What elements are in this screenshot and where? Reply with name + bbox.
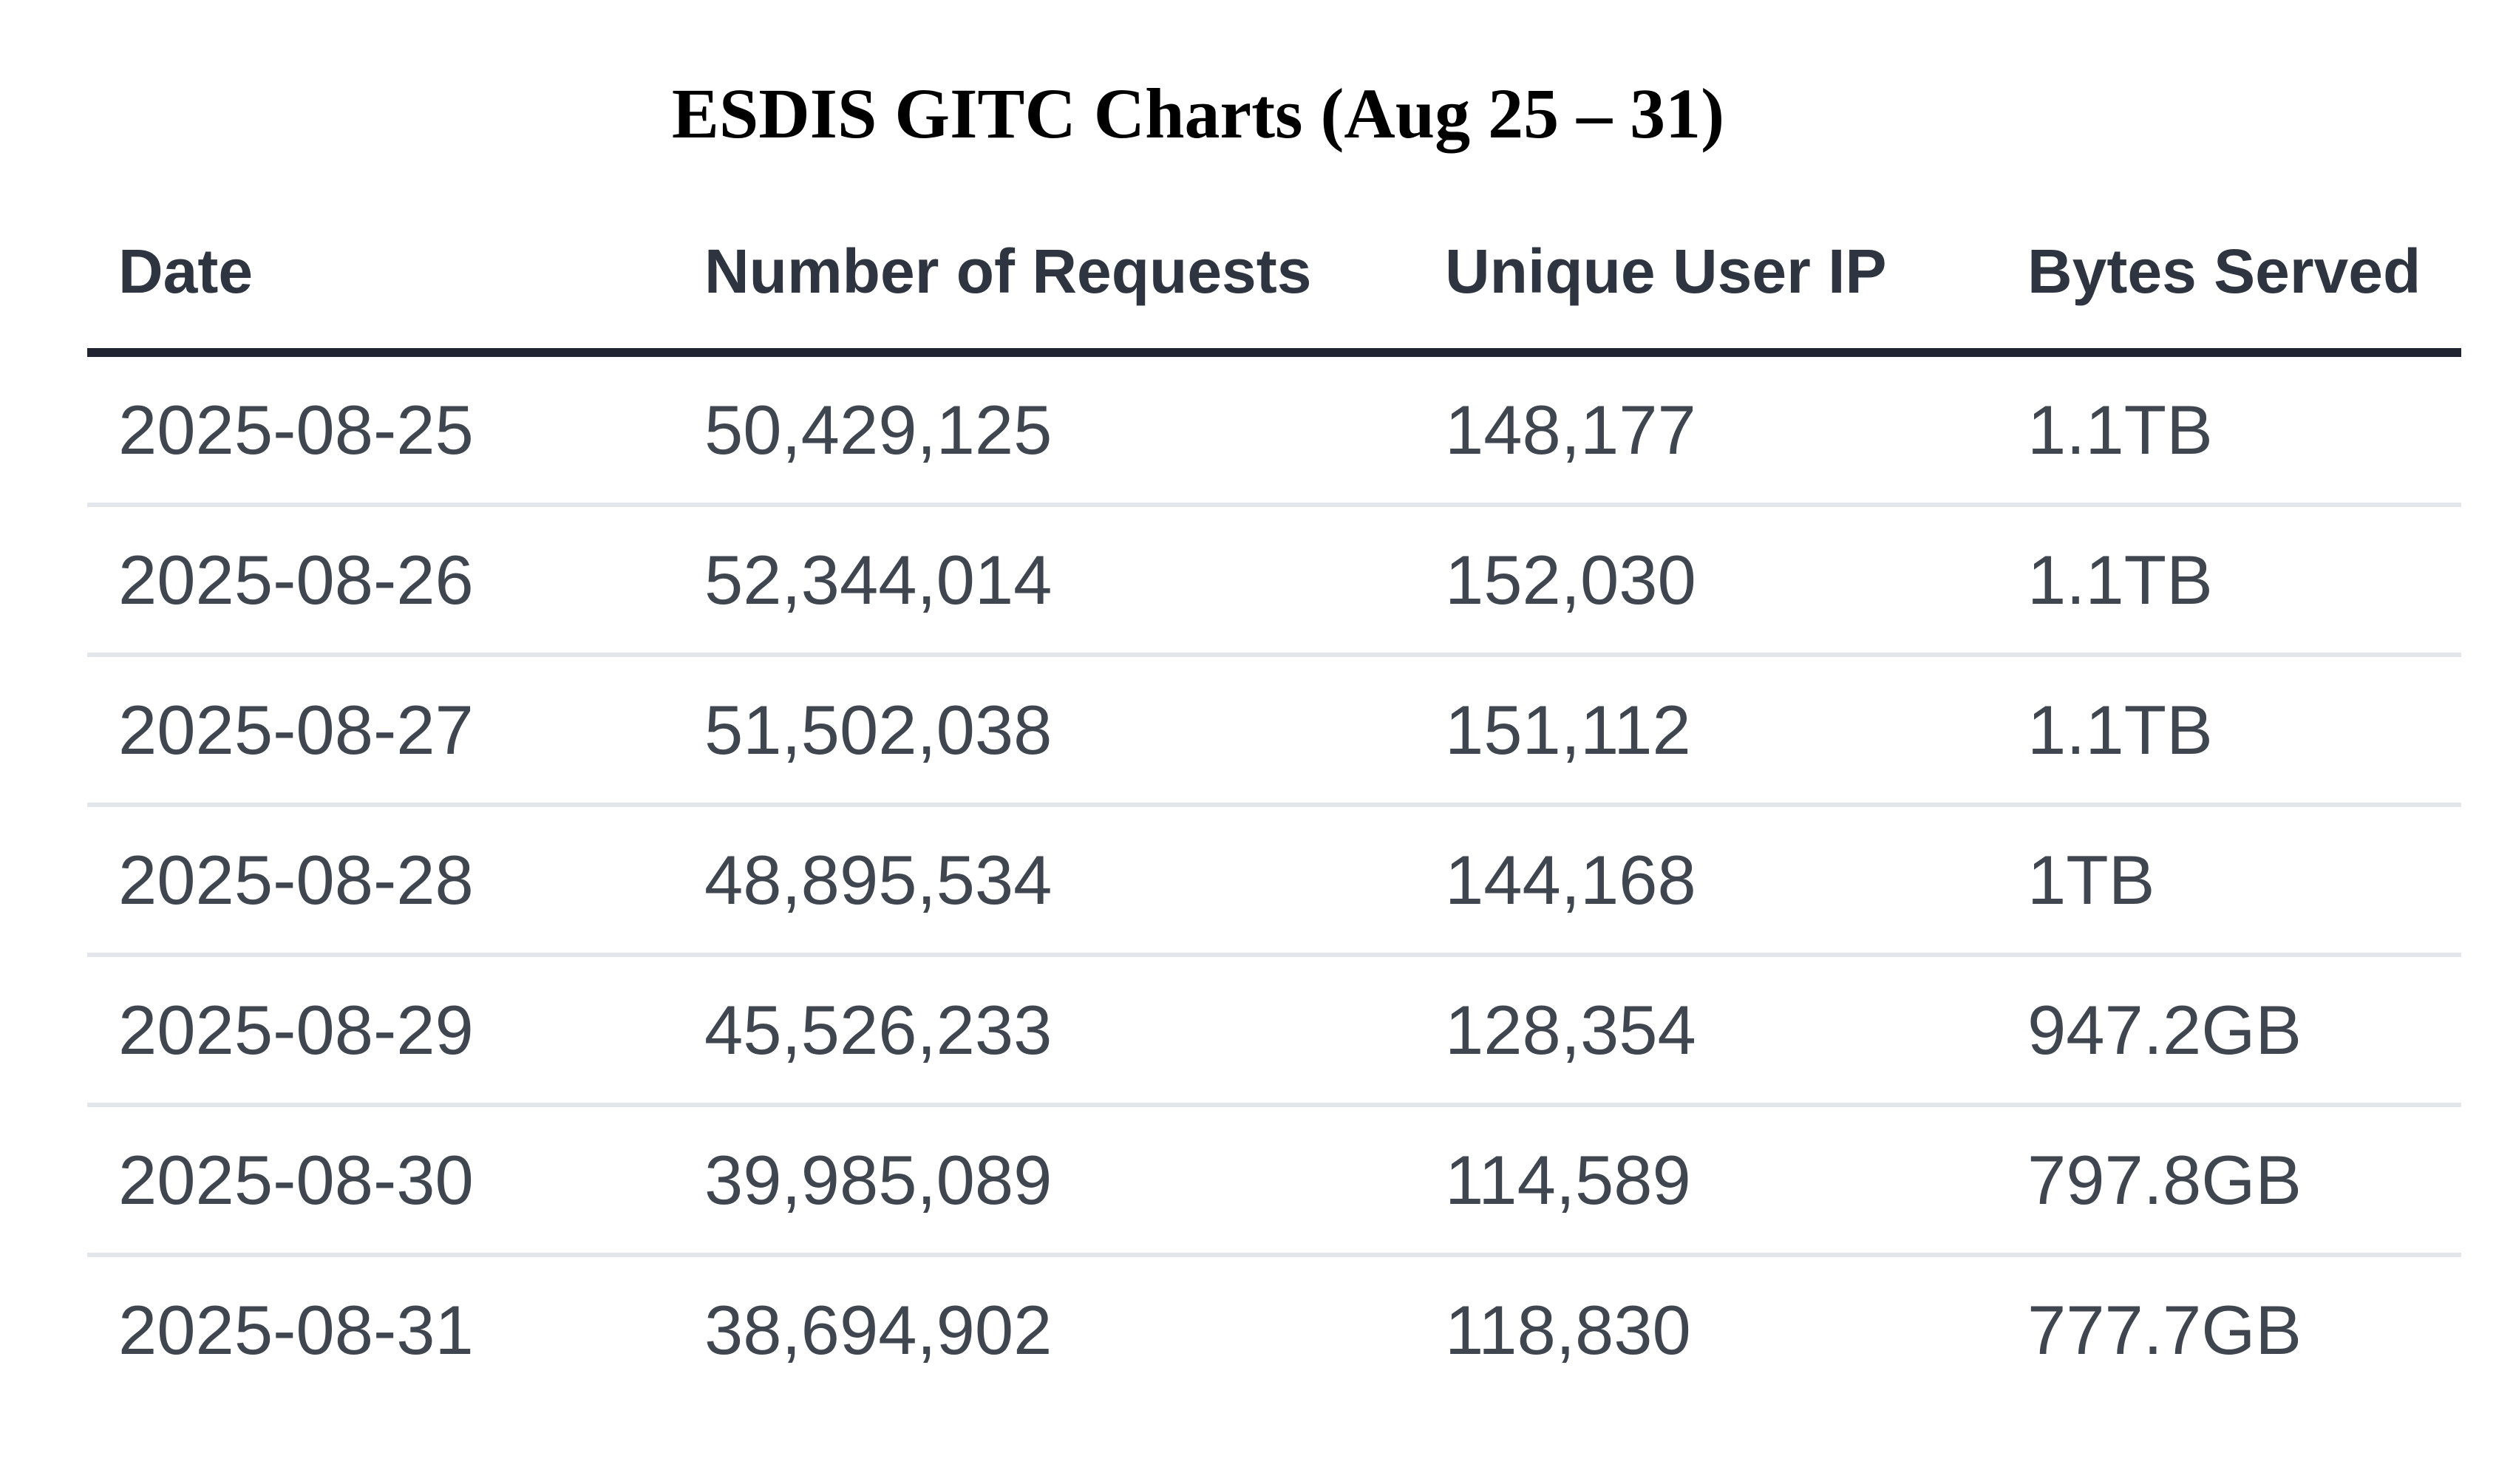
table-body: 2025-08-25 50,429,125 148,177 1.1TB 2025… [87, 353, 2461, 1403]
cell-unique-user-ip: 128,354 [1414, 955, 1996, 1108]
table-row: 2025-08-28 48,895,534 144,168 1TB [87, 805, 2461, 958]
cell-requests: 38,694,902 [704, 1290, 1053, 1369]
cell-date: 2025-08-30 [87, 1105, 673, 1258]
cell-bytes-served: 797.8GB [1996, 1105, 2461, 1258]
cell-bytes-served: 1TB [1996, 805, 2461, 958]
table-row: 2025-08-25 50,429,125 148,177 1.1TB [87, 353, 2461, 508]
header-row: Date Number of Requests Unique User IP B… [87, 177, 2461, 358]
table-row: 2025-08-26 52,344,014 152,030 1.1TB [87, 505, 2461, 658]
table-header: Date Number of Requests Unique User IP B… [87, 177, 2461, 358]
cell-requests: 52,344,014 [673, 505, 1414, 658]
cell-date: 2025-08-31 [118, 1290, 474, 1369]
cell-requests: 50,429,125 [673, 353, 1414, 508]
cell-unique-user-ip: 148,177 [1414, 353, 1996, 508]
cell-unique-user-ip: 151,112 [1414, 655, 1996, 808]
column-header-unique-user-ip: Unique User IP [1414, 177, 1996, 358]
column-header-requests: Number of Requests [673, 177, 1414, 358]
cell-date: 2025-08-29 [87, 955, 673, 1108]
cell-date: 2025-08-25 [87, 353, 673, 508]
cell-bytes-served: 1.1TB [1996, 353, 2461, 508]
column-header-date: Date [87, 177, 673, 358]
cell-requests: 45,526,233 [673, 955, 1414, 1108]
cell-requests: 51,502,038 [673, 655, 1414, 808]
cell-date: 2025-08-26 [87, 505, 673, 658]
cell-unique-user-ip: 144,168 [1414, 805, 1996, 958]
cell-date: 2025-08-28 [87, 805, 673, 958]
stats-table: Date Number of Requests Unique User IP B… [87, 177, 2461, 1403]
cell-bytes-served: 1.1TB [1996, 505, 2461, 658]
cell-bytes-served: 947.2GB [1996, 955, 2461, 1108]
cell-bytes-served: 777.7GB [2027, 1290, 2302, 1369]
page-title: ESDIS GITC Charts (Aug 25 – 31) [671, 74, 1725, 153]
table-row: 2025-08-30 39,985,089 114,589 797.8GB [87, 1105, 2461, 1258]
table-row: 2025-08-27 51,502,038 151,112 1.1TB [87, 655, 2461, 808]
table-row: 2025-08-31 38,694,902 118,830 777.7GB [87, 1255, 2461, 1403]
cell-requests: 39,985,089 [673, 1105, 1414, 1258]
cell-date: 2025-08-27 [87, 655, 673, 808]
column-header-bytes-served: Bytes Served [1996, 177, 2461, 358]
cell-unique-user-ip: 118,830 [1445, 1290, 1691, 1369]
cell-unique-user-ip: 114,589 [1414, 1105, 1996, 1258]
table-row: 2025-08-29 45,526,233 128,354 947.2GB [87, 955, 2461, 1108]
cell-unique-user-ip: 152,030 [1414, 505, 1996, 658]
cell-bytes-served: 1.1TB [1996, 655, 2461, 808]
cell-requests: 48,895,534 [673, 805, 1414, 958]
